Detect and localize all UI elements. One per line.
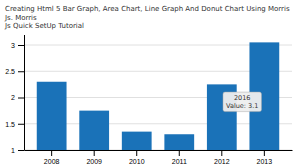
chart-container: Creating Html 5 Bar Graph, Area Chart, L… bbox=[0, 0, 300, 168]
y-tick: 1.5 bbox=[5, 120, 24, 127]
bar bbox=[164, 134, 194, 150]
x-tick-label: 2012 bbox=[214, 158, 230, 165]
tooltip-text: 2016Value: 3.1 bbox=[226, 94, 258, 110]
y-tick-mark bbox=[18, 98, 24, 99]
title-line: Js. Morris bbox=[4, 14, 37, 22]
x-tick: 2010 bbox=[129, 150, 145, 165]
y-axis-line bbox=[24, 35, 25, 151]
x-tick-mark bbox=[94, 150, 95, 156]
x-tick-label: 2009 bbox=[86, 158, 102, 165]
y-tick-label: 3 bbox=[11, 42, 15, 49]
title-line: Creating Html 5 Bar Graph, Area Chart, L… bbox=[5, 5, 290, 13]
x-tick-mark bbox=[179, 150, 180, 156]
x-tick-label: 2010 bbox=[129, 158, 145, 165]
tooltip: 2016Value: 3.1 bbox=[223, 92, 261, 112]
bars bbox=[37, 42, 279, 150]
y-axis: 1 1.5 2 2.5 3 bbox=[5, 35, 24, 154]
title: Creating Html 5 Bar Graph, Area Chart, L… bbox=[4, 5, 290, 30]
y-tick-label: 1 bbox=[11, 147, 15, 154]
x-tick: 2012 bbox=[214, 150, 230, 165]
bar bbox=[37, 82, 67, 150]
y-tick-mark bbox=[18, 71, 24, 72]
x-tick-label: 2011 bbox=[172, 158, 187, 165]
y-tick-mark bbox=[18, 45, 24, 46]
y-tick: 3 bbox=[11, 42, 24, 49]
x-tick-mark bbox=[221, 150, 222, 156]
x-tick: 2013 bbox=[257, 150, 273, 165]
x-tick-label: 2008 bbox=[44, 158, 60, 165]
y-tick-label: 2.5 bbox=[5, 68, 15, 75]
x-tick-mark bbox=[51, 150, 52, 156]
x-tick-mark bbox=[264, 150, 265, 156]
bar bbox=[79, 111, 109, 150]
y-tick-mark bbox=[18, 124, 24, 125]
title-line: Js Quick SetUp Tutorial bbox=[4, 22, 84, 30]
y-tick: 2.5 bbox=[5, 68, 24, 75]
chart-svg: Creating Html 5 Bar Graph, Area Chart, L… bbox=[0, 0, 300, 168]
tooltip-box bbox=[223, 92, 261, 112]
x-tick-mark bbox=[136, 150, 137, 156]
y-tick: 1 bbox=[11, 147, 24, 154]
x-tick: 2009 bbox=[86, 150, 102, 165]
y-tick-label: 2 bbox=[11, 94, 15, 101]
tooltip-line: Value: 3.1 bbox=[226, 102, 258, 110]
x-axis-line bbox=[25, 150, 293, 151]
x-axis: 2008 2009 2010 2011 2012 2013 bbox=[25, 150, 293, 165]
x-tick-label: 2013 bbox=[257, 158, 273, 165]
x-tick: 2011 bbox=[172, 150, 187, 165]
y-tick-label: 1.5 bbox=[5, 120, 15, 127]
bar bbox=[122, 132, 152, 150]
x-tick: 2008 bbox=[44, 150, 60, 165]
y-tick: 2 bbox=[11, 94, 24, 101]
y-tick-mark bbox=[18, 150, 24, 151]
